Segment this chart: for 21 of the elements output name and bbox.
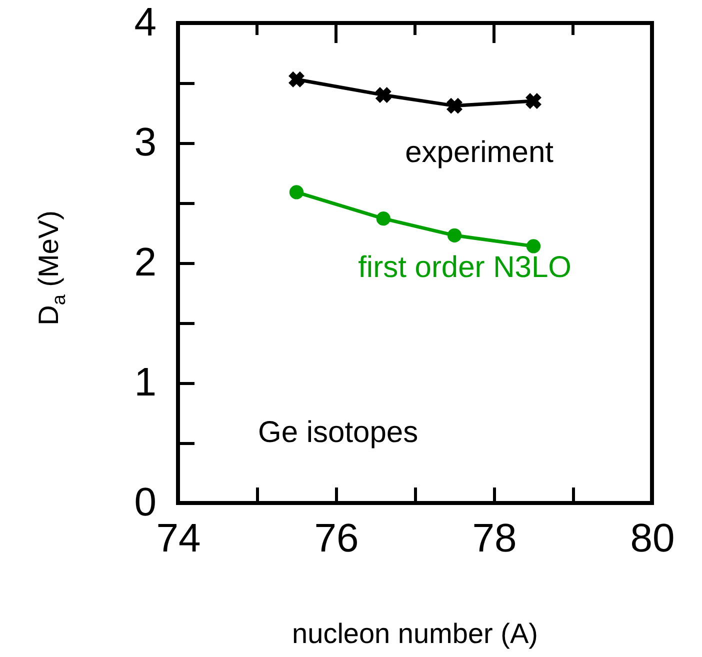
annotation: Ge isotopes — [258, 416, 418, 449]
point — [526, 93, 542, 109]
x-tick-label: 80 — [630, 516, 675, 560]
y-tick-label: 0 — [134, 480, 156, 524]
point — [447, 228, 462, 242]
x-tick-label: 78 — [472, 516, 517, 560]
point — [288, 71, 304, 88]
y-tick-label: 1 — [134, 360, 156, 404]
series-label: experiment — [405, 136, 554, 169]
point — [376, 212, 390, 226]
x-axis-title: nucleon number (A) — [292, 618, 538, 649]
y-tick-label: 4 — [134, 0, 156, 44]
x-tick-label: 74 — [156, 516, 201, 560]
y-tick-label: 2 — [134, 240, 156, 284]
point — [526, 239, 541, 254]
series-label: first order N3LO — [358, 251, 572, 284]
point — [289, 185, 304, 200]
x-tick-label: 76 — [314, 516, 359, 560]
y-tick-label: 3 — [134, 120, 156, 164]
point — [446, 98, 462, 114]
point — [375, 87, 392, 103]
